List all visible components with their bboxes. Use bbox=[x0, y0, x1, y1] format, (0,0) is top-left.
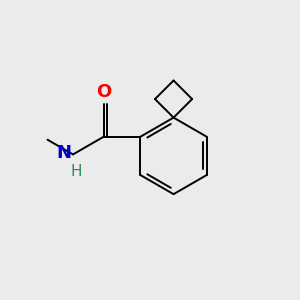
Text: O: O bbox=[96, 83, 111, 101]
Text: H: H bbox=[70, 164, 82, 179]
Text: N: N bbox=[56, 144, 71, 162]
